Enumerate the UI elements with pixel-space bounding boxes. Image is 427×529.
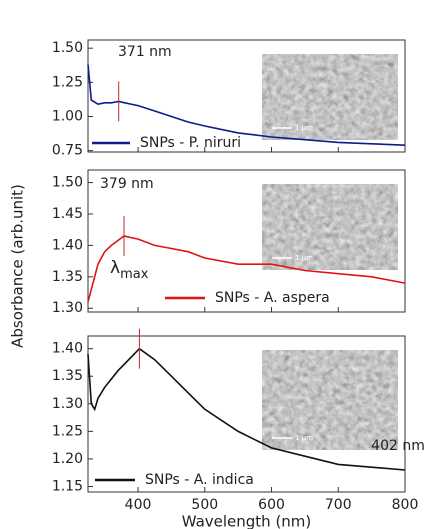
y-tick-label: 0.75: [52, 143, 83, 159]
y-tick-label: 1.25: [52, 74, 83, 90]
lambda-max: λmax: [110, 258, 149, 282]
peak-label: 402 nm: [371, 438, 425, 454]
plot-frame: [87, 39, 406, 153]
y-tick-label: 1.45: [52, 206, 83, 222]
scale-label: 1 μm: [295, 124, 313, 132]
scale-label: 1 μm: [295, 434, 313, 442]
y-tick-label: 1.30: [52, 300, 83, 316]
y-tick-label: 1.50: [52, 40, 83, 56]
y-tick-label: 1.00: [52, 108, 83, 124]
x-axis-title: Wavelength (nm): [182, 513, 312, 529]
x-tick-label: 500: [191, 497, 218, 513]
data-line: [87, 347, 406, 471]
x-tick-label: 400: [125, 497, 152, 513]
y-tick-label: 1.35: [52, 368, 83, 384]
scale-label: 1 μm: [295, 254, 313, 262]
x-tick-label: 800: [392, 497, 419, 513]
lambda-subscript: max: [120, 267, 149, 282]
plot-frame: [87, 335, 406, 493]
y-tick-label: 1.20: [52, 451, 83, 467]
y-tick-label: 1.40: [52, 237, 83, 253]
data-line: [87, 64, 406, 146]
legend-label: SNPs - A. aspera: [215, 290, 330, 306]
y-tick-label: 1.40: [52, 341, 83, 357]
lambda-symbol: λ: [110, 258, 120, 278]
legend-label: SNPs - P. niruri: [140, 135, 241, 151]
plot-frame: [87, 169, 406, 313]
sem-image: [262, 350, 398, 450]
peak-label: 379 nm: [100, 176, 154, 192]
peak-label: 371 nm: [118, 44, 172, 60]
y-tick-label: 1.30: [52, 396, 83, 412]
y-tick-label: 1.15: [52, 478, 83, 494]
y-tick-label: 1.35: [52, 269, 83, 285]
sem-image: [262, 184, 398, 270]
y-tick-label: 1.50: [52, 175, 83, 191]
x-tick-label: 700: [325, 497, 352, 513]
y-axis-title: Absorbance (arb.unit): [9, 184, 27, 348]
x-tick-label: 600: [258, 497, 285, 513]
data-line: [87, 235, 406, 303]
sem-image: [262, 54, 398, 140]
legend-label: SNPs - A. indica: [145, 472, 254, 488]
y-tick-label: 1.25: [52, 423, 83, 439]
